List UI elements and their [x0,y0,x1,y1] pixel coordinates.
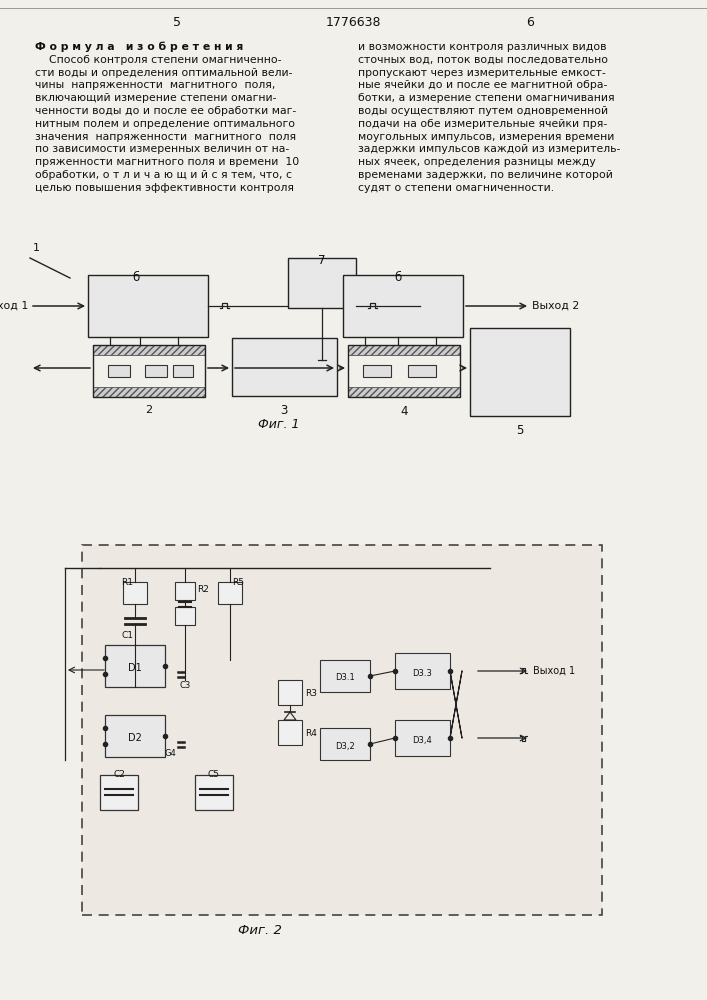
Text: D3.3: D3.3 [412,668,432,678]
Bar [195,775,233,810]
Text: 7: 7 [318,254,326,267]
Text: временами задержки, по величине которой: временами задержки, по величине которой [358,170,613,180]
Text: по зависимости измеренных величин от на-: по зависимости измеренных величин от на- [35,144,289,154]
Bar [348,345,460,397]
Text: подачи на обе измерительные ячейки пря-: подачи на обе измерительные ячейки пря- [358,119,607,129]
Bar [88,275,208,337]
Text: ченности воды до и после ее обработки маг-: ченности воды до и после ее обработки ма… [35,106,296,116]
Text: 1776638: 1776638 [325,15,381,28]
Text: и возможности контроля различных видов: и возможности контроля различных видов [358,42,607,52]
Bar [348,345,460,355]
Bar [278,720,302,745]
Bar [343,275,463,337]
Text: обработки, о т л и ч а ю щ и й с я тем, что, с: обработки, о т л и ч а ю щ и й с я тем, … [35,170,292,180]
Bar [363,365,391,377]
Bar [278,680,302,705]
Text: целью повышения эффективности контроля: целью повышения эффективности контроля [35,183,294,193]
Bar [100,775,138,810]
Text: R3: R3 [305,690,317,698]
Text: 2: 2 [146,405,153,415]
Text: пропускают через измерительные емкост-: пропускают через измерительные емкост- [358,68,606,78]
Bar [175,607,195,625]
Bar [93,345,205,397]
Text: D2: D2 [128,733,142,743]
Text: Выход 1: Выход 1 [0,301,28,311]
Text: 5: 5 [516,424,524,437]
Text: нитным полем и определение оптимального: нитным полем и определение оптимального [35,119,295,129]
Text: 6: 6 [526,15,534,28]
Text: R2: R2 [197,585,209,594]
Text: Фиг. 2: Фиг. 2 [238,924,282,936]
Text: пряженности магнитного поля и времени  10: пряженности магнитного поля и времени 10 [35,157,299,167]
Text: Выход 1: Выход 1 [533,666,575,676]
Text: б: б [395,271,402,284]
Text: включающий измерение степени омагни-: включающий измерение степени омагни- [35,93,276,103]
Bar [288,258,356,308]
Text: судят о степени омагниченности.: судят о степени омагниченности. [358,183,554,193]
Text: 1: 1 [33,243,40,253]
Text: Способ контроля степени омагниченно-: Способ контроля степени омагниченно- [35,55,281,65]
Text: ных ячеек, определения разницы между: ных ячеек, определения разницы между [358,157,596,167]
Text: 5: 5 [173,15,181,28]
Text: D1: D1 [128,663,142,673]
Text: C5: C5 [208,770,220,779]
Bar [105,645,165,687]
Text: чины  напряженности  магнитного  поля,: чины напряженности магнитного поля, [35,80,275,90]
Text: воды осуществляют путем одновременной: воды осуществляют путем одновременной [358,106,608,116]
Text: D3.1: D3.1 [335,674,355,682]
Bar [108,365,130,377]
Text: моугольных импульсов, измерения времени: моугольных импульсов, измерения времени [358,132,614,142]
Bar [218,582,242,604]
Text: задержки импульсов каждой из измеритель-: задержки импульсов каждой из измеритель- [358,144,620,154]
Bar [123,582,147,604]
Text: сточных вод, поток воды последовательно: сточных вод, поток воды последовательно [358,55,608,65]
Text: C1: C1 [121,632,133,641]
Text: значения  напряженности  магнитного  поля: значения напряженности магнитного поля [35,132,296,142]
Bar [175,582,195,600]
Text: 4: 4 [400,405,408,418]
Text: R4: R4 [305,730,317,738]
Bar [145,365,167,377]
Text: R1: R1 [121,578,133,587]
Bar [470,328,570,416]
Bar [320,660,370,692]
Text: ботки, а измерение степени омагничивания: ботки, а измерение степени омагничивания [358,93,614,103]
Text: Ф о р м у л а   и з о б р е т е н и я: Ф о р м у л а и з о б р е т е н и я [35,42,243,52]
Text: R5: R5 [232,578,244,587]
Text: G4: G4 [164,750,176,758]
Text: 3: 3 [280,404,288,417]
Bar [93,345,205,355]
Text: C3: C3 [179,682,190,690]
Text: Выход 2: Выход 2 [532,301,579,311]
Text: Фиг. 1: Фиг. 1 [258,418,300,431]
Text: C2: C2 [113,770,125,779]
Bar [105,715,165,757]
Bar [173,365,193,377]
Bar [395,653,450,689]
Text: ные ячейки до и после ее магнитной обра-: ные ячейки до и после ее магнитной обра- [358,80,607,90]
Bar [408,365,436,377]
Bar [232,338,337,396]
Text: б: б [132,271,139,284]
Bar [395,720,450,756]
Text: сти воды и определения оптимальной вели-: сти воды и определения оптимальной вели- [35,68,293,78]
Bar [348,387,460,397]
Text: D3,2: D3,2 [335,742,355,750]
Bar [93,387,205,397]
Bar [320,728,370,760]
Bar [82,545,602,915]
Text: D3,4: D3,4 [412,736,432,744]
